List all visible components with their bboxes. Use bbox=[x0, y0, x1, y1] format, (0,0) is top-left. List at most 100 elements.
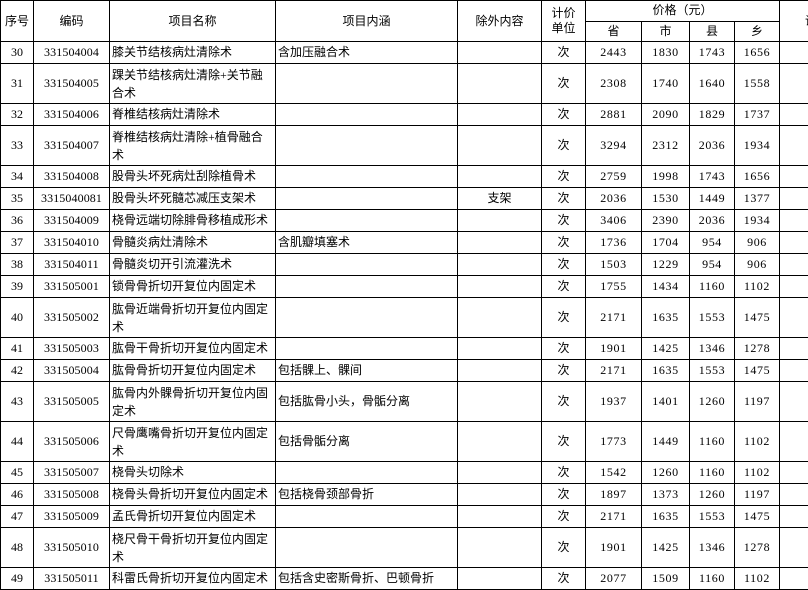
cell-price-county: 1160 bbox=[690, 568, 735, 590]
cell-remark bbox=[780, 528, 808, 568]
cell-content bbox=[276, 528, 458, 568]
cell-price-town: 1278 bbox=[735, 338, 780, 360]
cell-unit: 次 bbox=[542, 42, 586, 64]
cell-name: 踝关节结核病灶清除+关节融合术 bbox=[110, 64, 276, 104]
column-header-name: 项目名称 bbox=[110, 1, 276, 42]
column-header-seq: 序号 bbox=[1, 1, 34, 42]
cell-exclude bbox=[458, 126, 542, 166]
cell-seq: 42 bbox=[1, 360, 34, 382]
cell-seq: 36 bbox=[1, 210, 34, 232]
cell-unit: 次 bbox=[542, 484, 586, 506]
cell-exclude bbox=[458, 210, 542, 232]
column-header-unit: 计价 单位 bbox=[542, 1, 586, 42]
cell-remark bbox=[780, 210, 808, 232]
column-header-price-group: 价格（元） bbox=[586, 1, 780, 22]
cell-price-county: 1640 bbox=[690, 64, 735, 104]
cell-code: 331504008 bbox=[34, 166, 110, 188]
cell-price-province: 1773 bbox=[586, 422, 642, 462]
cell-code: 331505008 bbox=[34, 484, 110, 506]
cell-price-city: 1635 bbox=[642, 298, 690, 338]
column-header-remark: 说明 bbox=[780, 1, 808, 42]
cell-name: 股骨头坏死病灶刮除植骨术 bbox=[110, 166, 276, 188]
cell-price-province: 1901 bbox=[586, 528, 642, 568]
cell-unit: 次 bbox=[542, 276, 586, 298]
cell-exclude bbox=[458, 232, 542, 254]
cell-unit: 次 bbox=[542, 462, 586, 484]
cell-seq: 33 bbox=[1, 126, 34, 166]
cell-unit: 次 bbox=[542, 528, 586, 568]
cell-name: 膝关节结核病灶清除术 bbox=[110, 42, 276, 64]
cell-price-county: 1160 bbox=[690, 462, 735, 484]
cell-price-county: 954 bbox=[690, 232, 735, 254]
cell-content bbox=[276, 166, 458, 188]
cell-content bbox=[276, 254, 458, 276]
cell-content bbox=[276, 188, 458, 210]
cell-price-city: 2090 bbox=[642, 104, 690, 126]
cell-seq: 39 bbox=[1, 276, 34, 298]
cell-exclude bbox=[458, 338, 542, 360]
column-header-price-province: 省 bbox=[586, 21, 642, 42]
cell-price-town: 1737 bbox=[735, 104, 780, 126]
cell-code: 331505011 bbox=[34, 568, 110, 590]
table-header: 序号 编码 项目名称 项目内涵 除外内容 计价 单位 价格（元） 说明 省 市 … bbox=[1, 1, 808, 42]
cell-remark bbox=[780, 254, 808, 276]
cell-remark bbox=[780, 188, 808, 210]
cell-code: 331505006 bbox=[34, 422, 110, 462]
cell-remark bbox=[780, 382, 808, 422]
column-header-exclude: 除外内容 bbox=[458, 1, 542, 42]
cell-price-province: 2881 bbox=[586, 104, 642, 126]
cell-price-town: 1197 bbox=[735, 484, 780, 506]
cell-remark bbox=[780, 422, 808, 462]
cell-price-town: 1102 bbox=[735, 422, 780, 462]
cell-price-town: 1656 bbox=[735, 166, 780, 188]
cell-unit: 次 bbox=[542, 232, 586, 254]
cell-exclude bbox=[458, 42, 542, 64]
cell-name: 肱骨干骨折切开复位内固定术 bbox=[110, 338, 276, 360]
cell-price-town: 906 bbox=[735, 254, 780, 276]
cell-remark bbox=[780, 42, 808, 64]
cell-price-county: 1160 bbox=[690, 422, 735, 462]
cell-name: 孟氏骨折切开复位内固定术 bbox=[110, 506, 276, 528]
cell-remark bbox=[780, 104, 808, 126]
cell-remark bbox=[780, 298, 808, 338]
cell-price-town: 1475 bbox=[735, 360, 780, 382]
cell-seq: 41 bbox=[1, 338, 34, 360]
cell-content bbox=[276, 298, 458, 338]
cell-price-city: 1998 bbox=[642, 166, 690, 188]
cell-unit: 次 bbox=[542, 382, 586, 422]
cell-seq: 43 bbox=[1, 382, 34, 422]
cell-code: 331504006 bbox=[34, 104, 110, 126]
cell-code: 331505007 bbox=[34, 462, 110, 484]
cell-price-town: 1475 bbox=[735, 298, 780, 338]
cell-unit: 次 bbox=[542, 298, 586, 338]
cell-content: 含肌瓣填塞术 bbox=[276, 232, 458, 254]
cell-price-province: 2443 bbox=[586, 42, 642, 64]
cell-price-county: 1346 bbox=[690, 528, 735, 568]
cell-code: 331504011 bbox=[34, 254, 110, 276]
cell-price-county: 1260 bbox=[690, 382, 735, 422]
cell-price-town: 1558 bbox=[735, 64, 780, 104]
cell-code: 331505004 bbox=[34, 360, 110, 382]
column-header-price-county: 县 bbox=[690, 21, 735, 42]
cell-code: 331505009 bbox=[34, 506, 110, 528]
cell-unit: 次 bbox=[542, 506, 586, 528]
cell-remark bbox=[780, 568, 808, 590]
cell-seq: 46 bbox=[1, 484, 34, 506]
cell-code: 331505005 bbox=[34, 382, 110, 422]
cell-unit: 次 bbox=[542, 338, 586, 360]
cell-unit: 次 bbox=[542, 126, 586, 166]
cell-exclude bbox=[458, 166, 542, 188]
cell-code: 331505001 bbox=[34, 276, 110, 298]
cell-remark bbox=[780, 360, 808, 382]
cell-name: 骨髓炎切开引流灌洗术 bbox=[110, 254, 276, 276]
cell-price-town: 1278 bbox=[735, 528, 780, 568]
cell-price-county: 954 bbox=[690, 254, 735, 276]
